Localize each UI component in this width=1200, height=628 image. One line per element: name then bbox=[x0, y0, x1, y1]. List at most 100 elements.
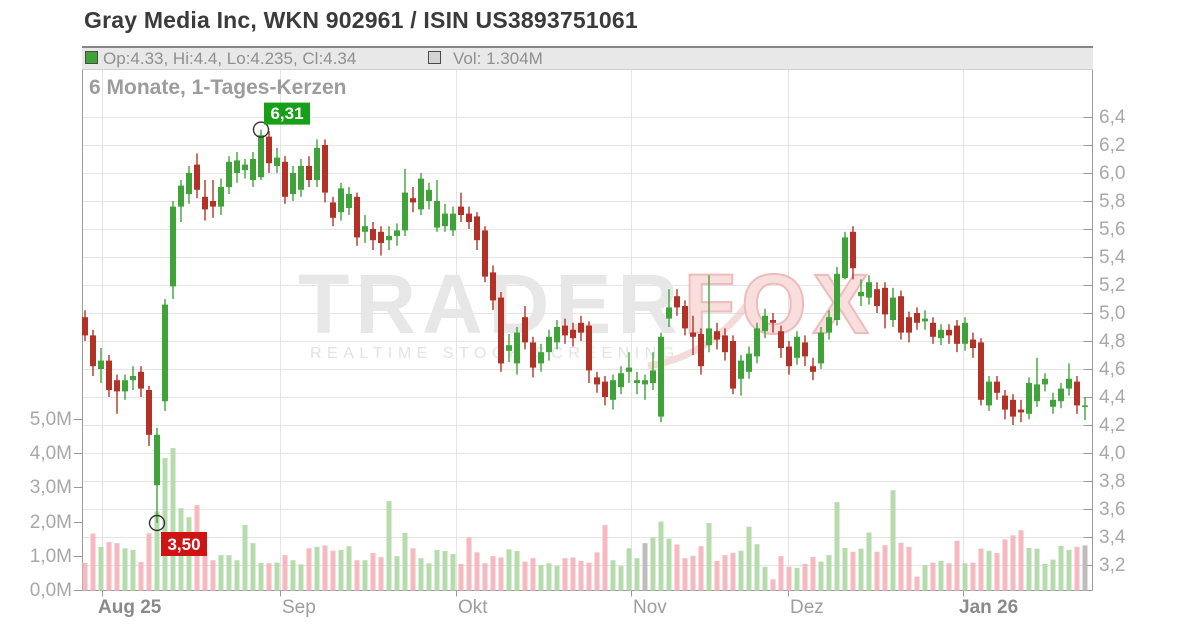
candle-body bbox=[754, 328, 760, 357]
price-axis-label: 5,4 bbox=[1099, 247, 1126, 268]
candle-body bbox=[162, 304, 168, 402]
candle-body bbox=[306, 166, 312, 180]
volume-bar bbox=[826, 555, 832, 591]
volume-bar bbox=[714, 560, 720, 591]
candle-body bbox=[482, 230, 488, 277]
volume-bar bbox=[378, 557, 384, 591]
candle-body bbox=[1034, 384, 1040, 402]
volume-bar bbox=[1074, 546, 1080, 591]
volume-bar bbox=[298, 564, 304, 591]
candle-body bbox=[914, 313, 920, 323]
volume-bar bbox=[674, 544, 680, 591]
candle-body bbox=[794, 336, 800, 358]
candle-body bbox=[626, 367, 632, 372]
volume-bar bbox=[1042, 564, 1048, 591]
candle-body bbox=[298, 166, 304, 190]
volume-bar bbox=[90, 533, 96, 591]
volume-bar bbox=[906, 546, 912, 591]
candle-body bbox=[746, 353, 752, 372]
price-axis-label: 4,6 bbox=[1099, 359, 1125, 380]
candle-body bbox=[1002, 395, 1008, 410]
candle-body bbox=[730, 341, 736, 389]
volume-axis-label: 4,0M bbox=[30, 443, 72, 464]
low-marker-circle bbox=[148, 514, 166, 532]
volume-bar bbox=[346, 546, 352, 591]
chart-period-subtitle: 6 Monate, 1-Tages-Kerzen bbox=[89, 76, 347, 99]
volume-bar bbox=[850, 551, 856, 591]
candle-body bbox=[434, 201, 440, 228]
volume-bar bbox=[602, 525, 608, 591]
volume-bar bbox=[698, 546, 704, 591]
candle-body bbox=[266, 136, 272, 164]
volume-bar bbox=[962, 563, 968, 591]
volume-bar bbox=[738, 550, 744, 591]
price-axis-label: 3,8 bbox=[1099, 471, 1125, 492]
volume-bar bbox=[234, 560, 240, 591]
candle-body bbox=[282, 161, 288, 197]
volume-bar bbox=[130, 549, 136, 591]
volume-bar bbox=[562, 558, 568, 591]
candles bbox=[82, 129, 1088, 523]
price-axis-label: 6,2 bbox=[1099, 135, 1125, 156]
volume-bar bbox=[210, 560, 216, 591]
candle-body bbox=[234, 160, 240, 173]
price-axis-label: 5,6 bbox=[1099, 219, 1125, 240]
volume-bar bbox=[810, 556, 816, 591]
candle-body bbox=[698, 334, 704, 367]
candle-body bbox=[538, 352, 544, 364]
volume-bar bbox=[554, 565, 560, 591]
volume-bar bbox=[666, 538, 672, 591]
volume-bar bbox=[914, 576, 920, 591]
candle-body bbox=[330, 202, 336, 218]
candle-body bbox=[850, 231, 856, 269]
candle-body bbox=[146, 390, 152, 435]
volume-bar bbox=[1002, 539, 1008, 591]
volume-bar bbox=[770, 579, 776, 591]
volume-bar bbox=[754, 544, 760, 591]
candle-body bbox=[522, 317, 528, 343]
volume-bar bbox=[866, 532, 872, 591]
candle-body bbox=[962, 322, 968, 344]
watermark-tagline: REALTIME STOCK SCREENING bbox=[310, 345, 680, 362]
volume-bar bbox=[354, 560, 360, 591]
candle-body bbox=[594, 377, 600, 385]
candle-body bbox=[786, 346, 792, 367]
volume-legend-swatch-icon bbox=[428, 51, 441, 64]
volume-bar bbox=[1066, 549, 1072, 591]
candle-body bbox=[90, 335, 96, 367]
candle-body bbox=[290, 173, 296, 194]
volume-bar bbox=[1082, 545, 1088, 591]
volume-bar bbox=[786, 566, 792, 591]
month-axis-label: Nov bbox=[633, 597, 667, 618]
candle-body bbox=[250, 159, 256, 180]
candle-body bbox=[546, 336, 552, 353]
candle-body bbox=[194, 164, 200, 190]
volume-bar bbox=[642, 543, 648, 591]
volume-bar bbox=[250, 543, 256, 591]
volume-bar bbox=[794, 567, 800, 591]
volume-bar bbox=[170, 448, 176, 591]
volume-bar bbox=[154, 511, 160, 591]
candle-body bbox=[602, 381, 608, 397]
candle-body bbox=[906, 317, 912, 333]
volume-bar bbox=[434, 549, 440, 591]
volume-bar bbox=[722, 555, 728, 591]
volume-bar bbox=[306, 548, 312, 591]
candle-legend-swatch-icon bbox=[85, 51, 98, 64]
candle-body bbox=[938, 329, 944, 339]
candle-body bbox=[322, 145, 328, 193]
volume-bar bbox=[634, 558, 640, 591]
candle-body bbox=[738, 360, 744, 379]
price-axis-label: 5,8 bbox=[1099, 191, 1125, 212]
high-price-label-text: 6,31 bbox=[270, 104, 303, 123]
volume-axis-label: 5,0M bbox=[30, 409, 72, 430]
volume-bar bbox=[362, 560, 368, 591]
volume-bar bbox=[578, 560, 584, 591]
volume-bar bbox=[410, 548, 416, 591]
volume-bar bbox=[706, 522, 712, 591]
volume-bar bbox=[882, 545, 888, 591]
candle-body bbox=[1074, 381, 1080, 406]
volume-bar bbox=[538, 565, 544, 591]
